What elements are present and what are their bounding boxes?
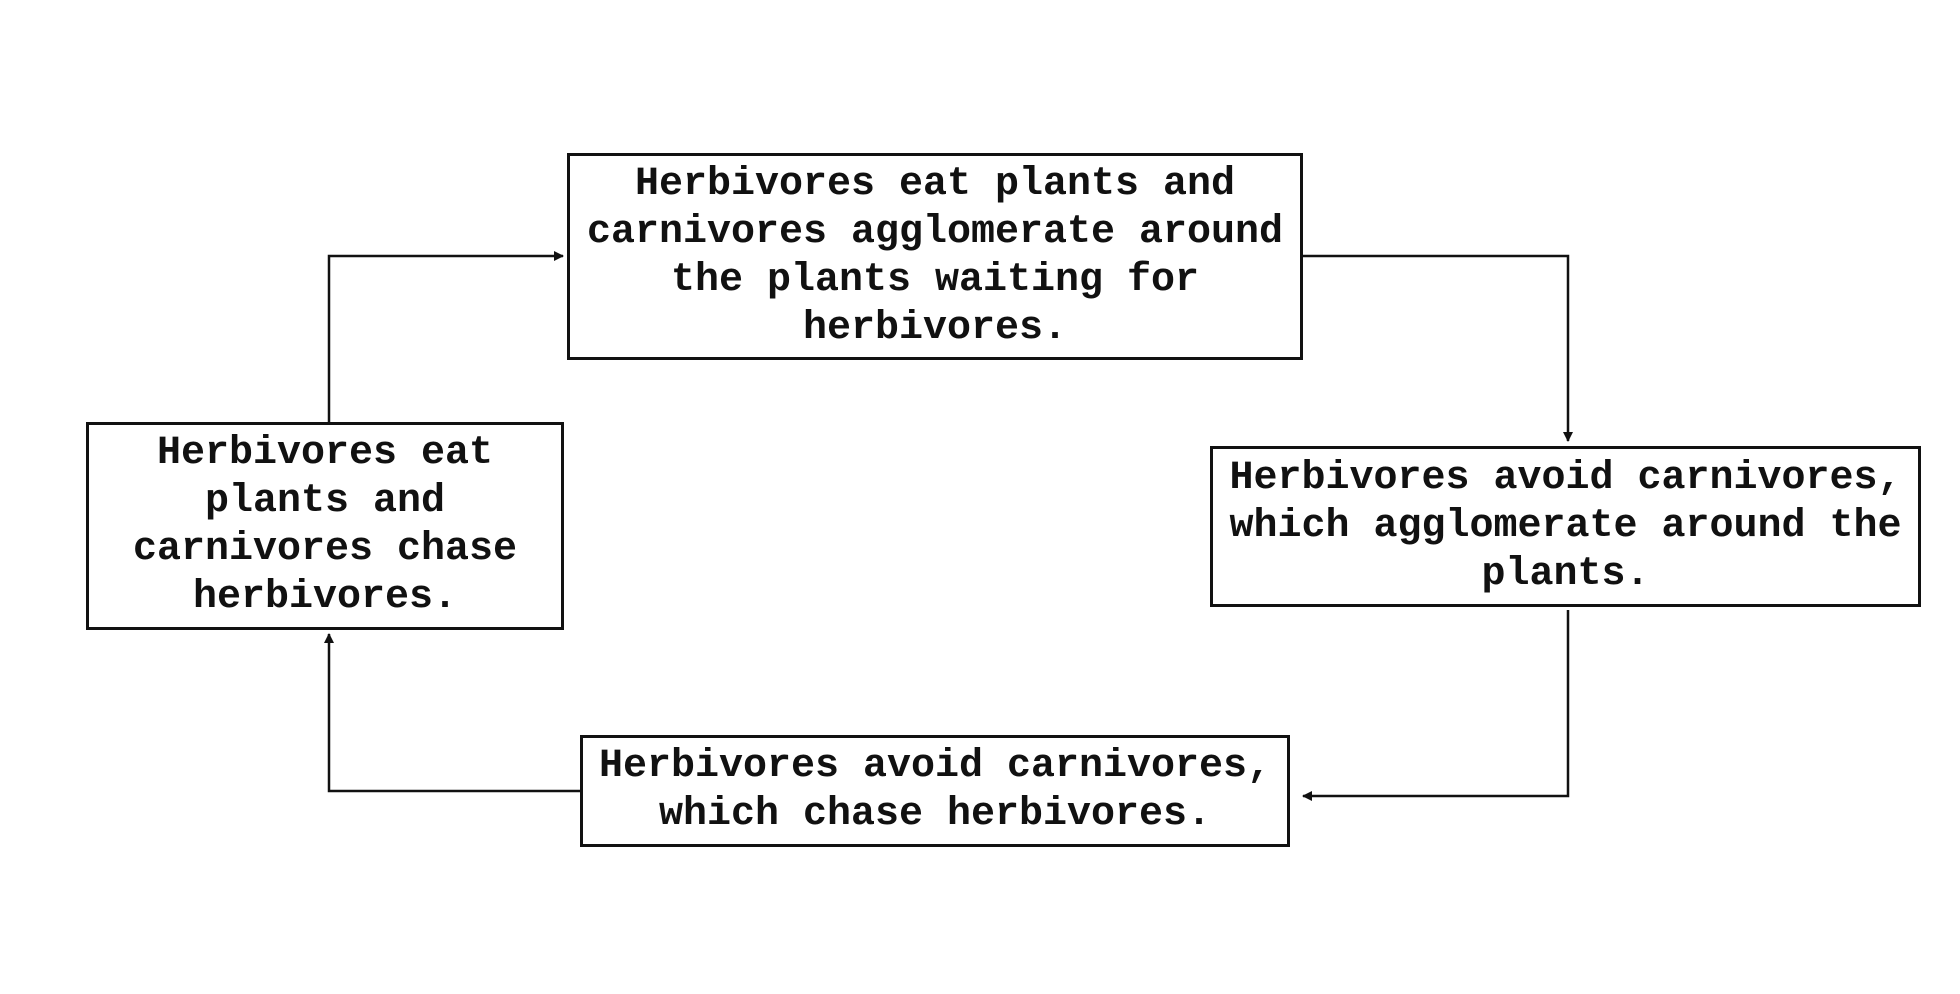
node-bottom-text: Herbivores avoid carnivores, which chase… [598,744,1272,837]
edge-bottom-to-left [324,633,580,793]
node-left-text: Herbivores eat plants and carnivores cha… [132,431,518,620]
node-top-text: Herbivores eat plants and carnivores agg… [586,161,1284,351]
node-left: Herbivores eat plants and carnivores cha… [86,422,564,630]
edge-top-to-right [1303,254,1573,442]
node-right: Herbivores avoid carnivores, which agglo… [1210,446,1921,607]
edge-right-to-bottom [1302,610,1570,801]
node-right-text: Herbivores avoid carnivores, which agglo… [1229,455,1902,597]
edge-left-to-top [327,251,564,422]
node-top: Herbivores eat plants and carnivores agg… [567,153,1303,360]
node-bottom: Herbivores avoid carnivores, which chase… [580,735,1290,847]
